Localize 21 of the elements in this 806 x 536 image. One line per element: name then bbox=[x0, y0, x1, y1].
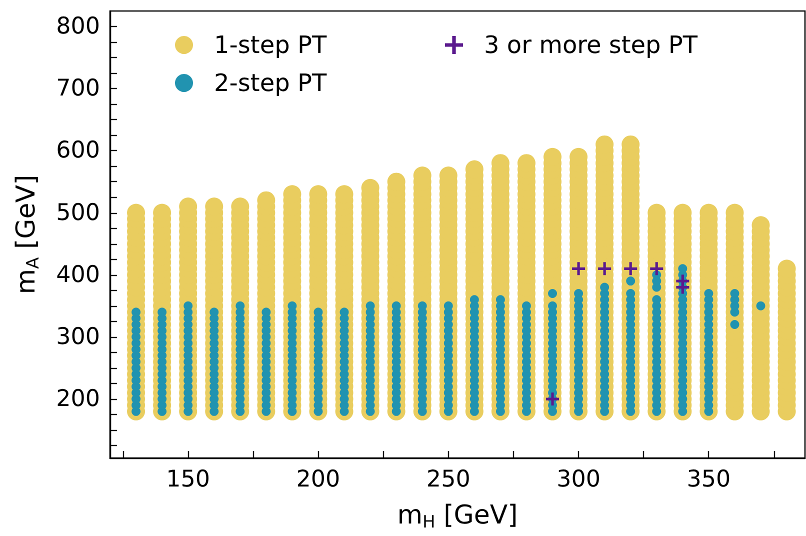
legend-label: 1-step PT bbox=[214, 31, 327, 59]
y-tick-label: 700 bbox=[56, 76, 100, 102]
y-tick-label: 500 bbox=[56, 200, 100, 226]
legend-label: 2-step PT bbox=[214, 69, 327, 97]
y-tick-label: 200 bbox=[56, 386, 100, 412]
point bbox=[546, 392, 560, 406]
y-tick-label: 400 bbox=[56, 262, 100, 288]
y-tick-label: 600 bbox=[56, 138, 100, 164]
y-tick-label: 300 bbox=[56, 324, 100, 350]
point bbox=[650, 262, 664, 276]
x-tick-label: 350 bbox=[686, 466, 731, 492]
x-tick-label: 250 bbox=[426, 466, 470, 492]
legend-label: 3 or more step PT bbox=[484, 31, 698, 59]
point bbox=[598, 262, 612, 276]
point bbox=[624, 262, 638, 276]
x-tick-label: 150 bbox=[166, 466, 210, 492]
x-tick-label: 200 bbox=[296, 466, 340, 492]
y-axis-title: mA [GeV] bbox=[12, 174, 44, 294]
x-tick-label: 300 bbox=[556, 466, 600, 492]
y-tick-label: 800 bbox=[56, 14, 100, 40]
point bbox=[572, 262, 586, 276]
